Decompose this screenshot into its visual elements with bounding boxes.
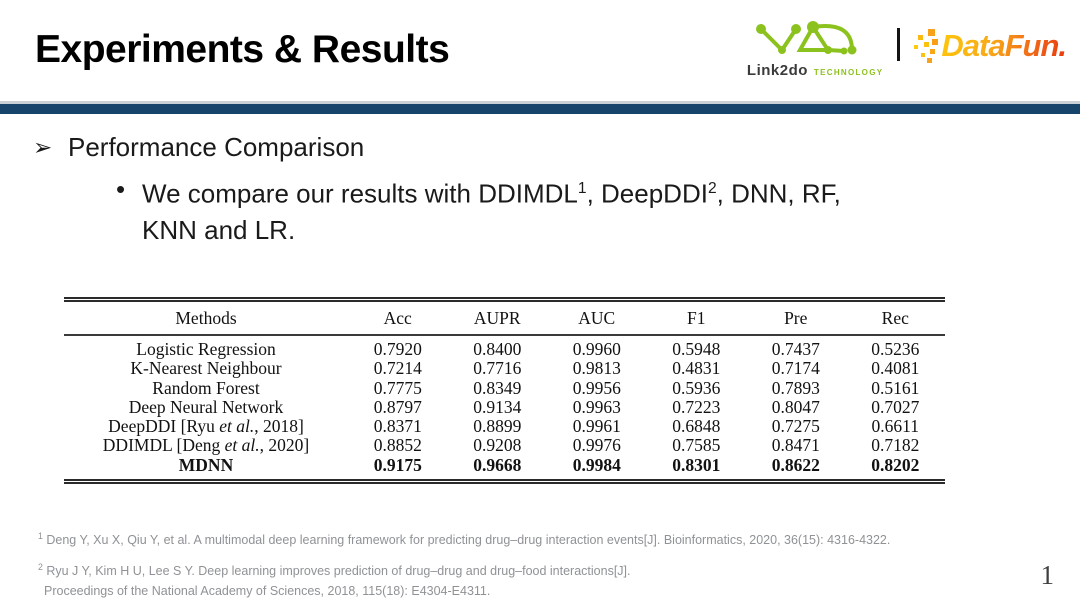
value-cell: 0.7920 <box>373 339 422 359</box>
footnote-1: 1 Deng Y, Xu X, Qiu Y, et al. A multimod… <box>38 531 891 548</box>
link2do-name: Link2do <box>746 62 808 79</box>
col-header-rec: Rec <box>845 299 945 336</box>
header-divider-bar <box>0 101 1080 114</box>
col-header-methods: Methods <box>64 299 348 336</box>
value-cell: 0.8047 <box>771 396 820 417</box>
value-cell: 0.6611 <box>871 416 919 437</box>
value-cell: 0.8471 <box>771 435 820 456</box>
method-cell: Deep Neural Network <box>128 396 284 417</box>
table-row: DeepDDI [Ryu et al., 2018] 0.8371 0.8899… <box>64 416 945 437</box>
value-cell: 0.4081 <box>871 358 920 379</box>
footnotes: 1 Deng Y, Xu X, Qiu Y, et al. A multimod… <box>38 526 1048 601</box>
content-block: ➢ Performance Comparison • We compare ou… <box>33 132 841 248</box>
link2do-tagline: TECHNOLOGY <box>813 68 884 77</box>
col-header-f1: F1 <box>646 299 746 336</box>
value-cell: 0.7437 <box>771 339 820 359</box>
table-row: Deep Neural Network 0.8797 0.9134 0.9963… <box>64 396 945 417</box>
footnote-2-continued: Proceedings of the National Academy of S… <box>44 584 491 599</box>
col-header-pre: Pre <box>746 299 846 336</box>
col-header-aupr: AUPR <box>447 299 547 336</box>
value-cell: 0.9134 <box>473 396 522 417</box>
footnote-2: 2 Ryu J Y, Kim H U, Lee S Y. Deep learni… <box>38 562 631 579</box>
bullet-line-1: We compare our results with DDIMDL1, Dee… <box>142 178 841 209</box>
value-cell: 0.7223 <box>672 396 721 417</box>
link2do-wordmark: Link2do TECHNOLOGY <box>747 62 883 79</box>
dot-bullet-icon: • <box>116 174 126 204</box>
table-row: Random Forest 0.7775 0.8349 0.9956 0.593… <box>64 377 945 398</box>
bullet-row: • We compare our results with DDIMDL1, D… <box>33 171 841 248</box>
bullet-line-2: KNN and LR. <box>142 214 296 245</box>
value-cell: 0.5948 <box>672 339 721 359</box>
value-cell: 0.9668 <box>473 454 522 475</box>
datafun-wordmark: DataFun. <box>941 27 1067 63</box>
datafun-logo: DataFun. <box>914 27 1067 64</box>
value-cell: 0.9976 <box>572 435 621 456</box>
value-cell: 0.9984 <box>572 454 621 475</box>
value-cell: 0.5936 <box>672 377 721 398</box>
section-heading: Performance Comparison <box>68 132 365 162</box>
ref-superscript-1: 1 <box>577 180 587 197</box>
value-cell: 0.8622 <box>771 454 820 475</box>
value-cell: 0.7214 <box>373 358 422 379</box>
method-cell: DeepDDI [Ryu et al., 2018] <box>108 416 304 437</box>
value-cell: 0.8899 <box>473 416 522 437</box>
value-cell: 0.7775 <box>373 377 422 398</box>
value-cell: 0.8371 <box>373 416 422 437</box>
value-cell: 0.8301 <box>672 454 721 475</box>
value-cell: 0.6848 <box>672 416 721 437</box>
value-cell: 0.8400 <box>473 339 522 359</box>
value-cell: 0.7027 <box>871 396 920 417</box>
bullet-text: We compare our results with DDIMDL1, Dee… <box>142 171 841 248</box>
col-header-acc: Acc <box>348 299 448 336</box>
value-cell: 0.8797 <box>373 396 422 417</box>
table-row: Logistic Regression 0.7920 0.8400 0.9960… <box>64 335 945 359</box>
value-cell: 0.8349 <box>473 377 522 398</box>
results-table: Methods Acc AUPR AUC F1 Pre Rec Logistic… <box>64 297 945 485</box>
logo-separator-bar <box>897 28 901 61</box>
method-cell: Random Forest <box>152 377 260 398</box>
value-cell: 0.7174 <box>771 358 820 379</box>
method-cell: Logistic Regression <box>136 339 276 359</box>
method-cell: K-Nearest Neighbour <box>130 358 282 379</box>
value-cell: 0.5236 <box>871 339 920 359</box>
table-row-mdnn: MDNN 0.9175 0.9668 0.9984 0.8301 0.8622 … <box>64 454 945 482</box>
table-header-row: Methods Acc AUPR AUC F1 Pre Rec <box>64 299 945 336</box>
ref-superscript-2: 2 <box>707 180 717 197</box>
col-header-auc: AUC <box>547 299 647 336</box>
value-cell: 0.9960 <box>572 339 621 359</box>
link2do-network-icon <box>756 21 857 55</box>
method-cell: MDNN <box>178 454 234 475</box>
value-cell: 0.7893 <box>771 377 820 398</box>
value-cell: 0.7716 <box>473 358 522 379</box>
value-cell: 0.7585 <box>672 435 721 456</box>
value-cell: 0.7182 <box>871 435 920 456</box>
value-cell: 0.9956 <box>572 377 621 398</box>
method-cell: DDIMDL [Deng et al., 2020] <box>102 435 310 456</box>
value-cell: 0.9963 <box>572 396 621 417</box>
logo-area: Link2do TECHNOLOGY DataFun. <box>747 20 1067 79</box>
table-row: DDIMDL [Deng et al., 2020] 0.8852 0.9208… <box>64 435 945 456</box>
table-row: K-Nearest Neighbour 0.7214 0.7716 0.9813… <box>64 358 945 379</box>
value-cell: 0.9961 <box>572 416 621 437</box>
section-heading-row: ➢ Performance Comparison <box>33 132 841 162</box>
slide-title: Experiments & Results <box>35 28 450 71</box>
value-cell: 0.8202 <box>871 454 920 475</box>
value-cell: 0.9208 <box>473 435 522 456</box>
page-number: 1 <box>1040 560 1055 590</box>
value-cell: 0.8852 <box>373 435 422 456</box>
value-cell: 0.9813 <box>572 358 621 379</box>
value-cell: 0.4831 <box>672 358 721 379</box>
value-cell: 0.9175 <box>373 454 422 475</box>
value-cell: 0.7275 <box>771 416 820 437</box>
arrow-bullet-icon: ➢ <box>33 134 53 160</box>
datafun-pixels-icon <box>914 28 939 63</box>
link2do-logo: Link2do TECHNOLOGY <box>747 20 883 79</box>
value-cell: 0.5161 <box>871 377 920 398</box>
